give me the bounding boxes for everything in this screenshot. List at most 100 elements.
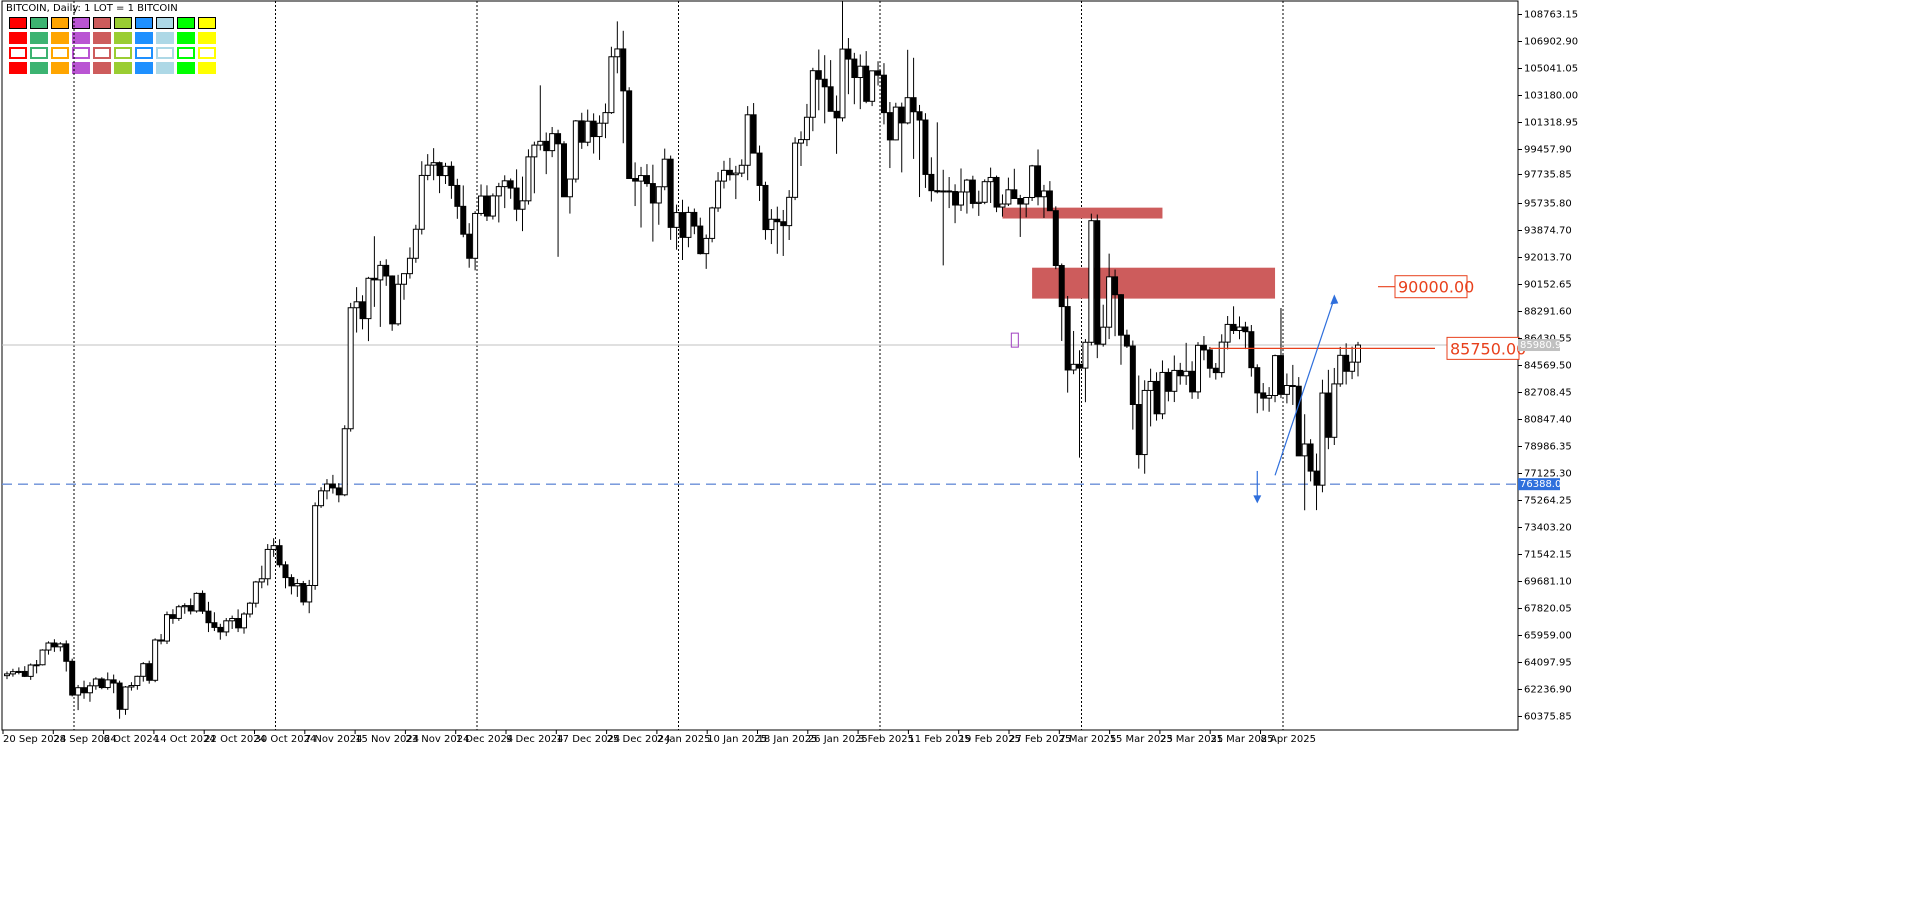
y-tick-label: 106902.90	[1524, 36, 1578, 47]
palette-swatch[interactable]	[114, 62, 132, 74]
candle-body	[738, 164, 745, 174]
palette-swatch[interactable]	[114, 32, 132, 44]
palette-swatch[interactable]	[177, 47, 195, 59]
color-palette[interactable]	[8, 16, 218, 76]
candle-body	[276, 545, 283, 566]
palette-swatch[interactable]	[30, 32, 48, 44]
candle-body	[21, 670, 28, 677]
palette-swatch[interactable]	[177, 17, 195, 29]
candle-body	[187, 605, 194, 612]
palette-swatch[interactable]	[135, 62, 153, 74]
candle-body	[163, 614, 170, 642]
marker-box	[1010, 332, 1019, 348]
palette-swatch[interactable]	[156, 32, 174, 44]
palette-swatch[interactable]	[72, 32, 90, 44]
candle-body	[1171, 369, 1178, 392]
candle-body	[685, 211, 692, 238]
y-tick-label: 90152.65	[1524, 279, 1572, 290]
candle-body	[1011, 189, 1018, 200]
candle-body	[1230, 323, 1237, 332]
palette-swatch[interactable]	[9, 32, 27, 44]
palette-swatch[interactable]	[177, 32, 195, 44]
palette-swatch[interactable]	[198, 47, 216, 59]
candle-body	[175, 606, 182, 619]
candle-body	[963, 179, 970, 193]
candle-body	[27, 664, 34, 677]
candle-body	[679, 212, 686, 238]
candle-body	[1355, 344, 1361, 363]
candle-body	[762, 184, 769, 231]
palette-swatch[interactable]	[30, 47, 48, 59]
candle-body	[223, 620, 230, 633]
candle-body	[460, 205, 467, 235]
candle-body	[780, 221, 787, 227]
palette-swatch[interactable]	[156, 47, 174, 59]
candle-body	[92, 678, 99, 687]
x-tick-label: 6 Oct 2024	[104, 734, 159, 745]
palette-swatch[interactable]	[51, 17, 69, 29]
candle-body	[869, 70, 876, 102]
palette-swatch[interactable]	[114, 17, 132, 29]
palette-swatch[interactable]	[135, 47, 153, 59]
palette-swatch[interactable]	[135, 32, 153, 44]
palette-swatch[interactable]	[30, 17, 48, 29]
palette-swatch[interactable]	[93, 62, 111, 74]
candle-body	[1283, 385, 1290, 395]
candle-body	[430, 162, 437, 166]
candle-body	[205, 610, 212, 624]
price-label-box	[1394, 275, 1468, 299]
palette-swatch[interactable]	[9, 62, 27, 74]
palette-swatch[interactable]	[198, 17, 216, 29]
candle-body	[312, 505, 319, 586]
palette-swatch[interactable]	[93, 47, 111, 59]
candle-body	[329, 483, 336, 489]
palette-swatch[interactable]	[198, 32, 216, 44]
palette-swatch[interactable]	[177, 62, 195, 74]
y-tick-label: 64097.95	[1524, 657, 1572, 668]
candle-body	[1266, 395, 1273, 399]
palette-swatch[interactable]	[156, 62, 174, 74]
palette-swatch[interactable]	[198, 62, 216, 74]
candle-body	[406, 257, 413, 275]
candle-body	[1005, 189, 1012, 205]
palette-swatch[interactable]	[72, 47, 90, 59]
y-tick-label: 108763.15	[1524, 10, 1578, 21]
palette-swatch[interactable]	[135, 17, 153, 29]
x-tick-label: 10 Jan 2025	[707, 734, 767, 745]
candle-body	[809, 70, 816, 118]
candle-body	[1058, 265, 1065, 308]
candle-body	[1070, 363, 1077, 371]
palette-swatch[interactable]	[9, 47, 27, 59]
y-tick-label: 84569.50	[1524, 360, 1572, 371]
candle-body	[442, 165, 449, 177]
candle-body	[1349, 361, 1356, 372]
palette-swatch[interactable]	[72, 62, 90, 74]
y-tick-label: 73403.20	[1524, 522, 1572, 533]
palette-swatch[interactable]	[72, 17, 90, 29]
candle-body	[1100, 326, 1107, 345]
x-tick-label: 20 Sep 2024	[3, 734, 66, 745]
candle-body	[543, 140, 550, 152]
palette-swatch[interactable]	[93, 32, 111, 44]
palette-swatch[interactable]	[30, 62, 48, 74]
palette-swatch[interactable]	[51, 62, 69, 74]
candle-body	[946, 190, 953, 193]
candle-body	[306, 584, 313, 603]
candle-body	[1029, 165, 1036, 198]
palette-swatch[interactable]	[9, 17, 27, 29]
candle-body	[1295, 385, 1302, 457]
palette-swatch[interactable]	[156, 17, 174, 29]
current-price-badge	[1518, 339, 1560, 352]
palette-swatch[interactable]	[51, 32, 69, 44]
candle-body	[513, 187, 520, 210]
palette-swatch[interactable]	[51, 47, 69, 59]
x-tick-label: 7 Mar 2025	[1059, 734, 1116, 745]
candle-body	[45, 642, 52, 651]
candle-body	[916, 111, 923, 121]
y-tick-label: 88291.60	[1524, 306, 1572, 317]
candle-body	[596, 122, 603, 138]
palette-swatch[interactable]	[93, 17, 111, 29]
palette-swatch[interactable]	[114, 47, 132, 59]
candle-body	[1017, 198, 1024, 205]
